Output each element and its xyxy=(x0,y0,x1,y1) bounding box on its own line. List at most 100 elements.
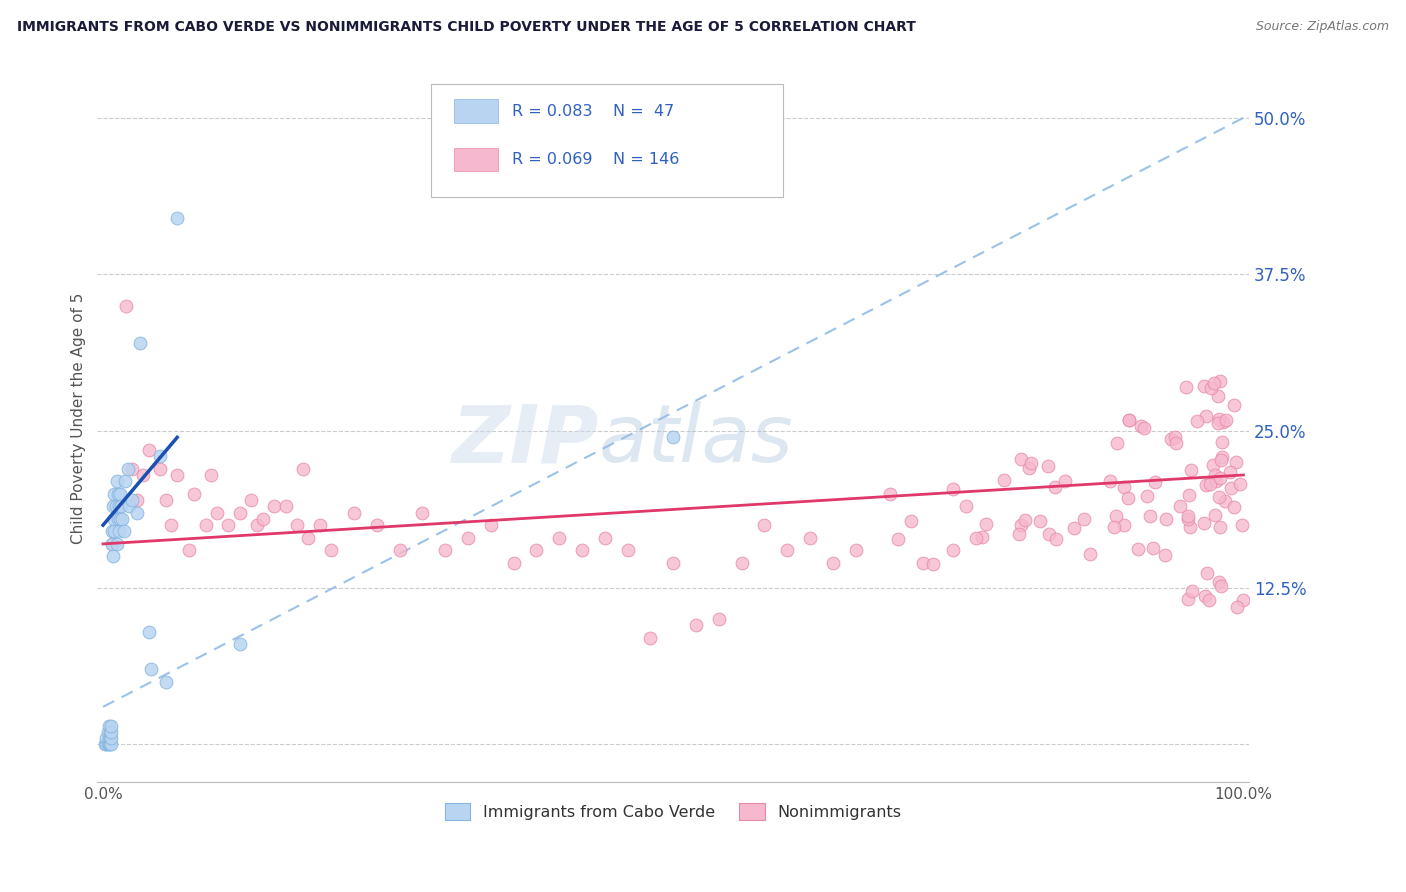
Point xyxy=(128,336,150,351)
Point xyxy=(1204,468,1226,483)
Point xyxy=(1194,516,1216,530)
Point xyxy=(571,543,593,558)
Point xyxy=(366,518,388,533)
Point xyxy=(1018,461,1040,475)
Point xyxy=(1209,579,1232,593)
Text: ZIP: ZIP xyxy=(451,401,599,479)
Point xyxy=(799,531,821,545)
Point xyxy=(1112,517,1135,532)
Point xyxy=(100,738,122,752)
Point xyxy=(1104,520,1126,534)
Point xyxy=(1192,379,1215,393)
Point xyxy=(526,543,548,558)
Point xyxy=(96,738,118,752)
Point xyxy=(1209,453,1232,467)
Point xyxy=(1204,508,1226,523)
Text: Source: ZipAtlas.com: Source: ZipAtlas.com xyxy=(1256,20,1389,33)
Point xyxy=(434,543,457,558)
Point xyxy=(321,543,343,558)
Point xyxy=(108,500,131,514)
Point xyxy=(821,556,844,570)
Point xyxy=(1114,480,1136,494)
Point xyxy=(411,506,433,520)
Point xyxy=(1105,509,1128,524)
FancyBboxPatch shape xyxy=(432,84,783,197)
Point xyxy=(1029,514,1052,528)
Point xyxy=(731,556,754,570)
Point xyxy=(94,738,117,752)
Y-axis label: Child Poverty Under the Age of 5: Child Poverty Under the Age of 5 xyxy=(72,293,86,544)
Point xyxy=(105,475,128,489)
Point xyxy=(1204,376,1226,390)
Point xyxy=(1177,592,1199,607)
Bar xyxy=(454,100,498,123)
Point xyxy=(114,475,136,489)
Point xyxy=(388,543,411,558)
Point xyxy=(343,506,366,520)
Point xyxy=(98,738,121,752)
Point xyxy=(291,461,314,475)
Point xyxy=(1105,436,1128,450)
Point xyxy=(1225,454,1247,468)
Point xyxy=(640,631,662,645)
Point xyxy=(149,461,172,475)
Point xyxy=(98,724,121,739)
Point xyxy=(103,487,125,501)
Point xyxy=(97,718,120,732)
Point xyxy=(1195,409,1218,423)
Point xyxy=(1126,541,1149,556)
Point xyxy=(1208,411,1230,425)
Point xyxy=(955,500,977,514)
Point xyxy=(177,543,200,558)
Point xyxy=(1154,512,1177,526)
Point xyxy=(479,518,502,533)
Point xyxy=(252,512,274,526)
Point xyxy=(112,524,135,539)
Point xyxy=(149,449,172,463)
Point xyxy=(194,518,217,533)
Point xyxy=(108,487,131,501)
Point xyxy=(1063,520,1085,534)
Point xyxy=(104,500,127,514)
Point xyxy=(1080,547,1102,561)
Point xyxy=(205,506,228,520)
Point xyxy=(103,500,125,514)
Point xyxy=(1180,463,1202,477)
Point xyxy=(160,518,183,533)
Point xyxy=(942,483,965,497)
Point xyxy=(1208,520,1230,534)
Point xyxy=(1118,491,1140,505)
Point xyxy=(1195,478,1218,492)
Point xyxy=(108,524,131,539)
Point xyxy=(1185,414,1208,428)
Point xyxy=(1195,566,1218,581)
Legend: Immigrants from Cabo Verde, Nonimmigrants: Immigrants from Cabo Verde, Nonimmigrant… xyxy=(439,797,908,826)
Point xyxy=(1212,415,1234,429)
Point xyxy=(1168,500,1191,514)
Point xyxy=(105,537,128,551)
Point xyxy=(285,518,308,533)
Point xyxy=(662,556,685,570)
Point xyxy=(976,516,998,531)
Point xyxy=(1118,412,1140,426)
Point xyxy=(1043,480,1066,494)
Point xyxy=(965,531,987,545)
Point xyxy=(183,487,205,501)
Point xyxy=(1232,517,1254,532)
Point xyxy=(1098,474,1121,488)
Point xyxy=(685,618,707,632)
Point xyxy=(121,461,143,475)
Point xyxy=(263,500,285,514)
Point xyxy=(942,543,965,558)
Point xyxy=(246,518,269,533)
Point xyxy=(100,731,122,746)
Point xyxy=(1073,512,1095,526)
Point xyxy=(1202,458,1225,472)
Point xyxy=(1223,398,1246,412)
Point xyxy=(97,724,120,739)
Point xyxy=(1208,575,1230,590)
Point xyxy=(993,473,1015,487)
Point xyxy=(229,637,252,651)
Point xyxy=(1177,512,1199,526)
Point xyxy=(1010,451,1032,466)
